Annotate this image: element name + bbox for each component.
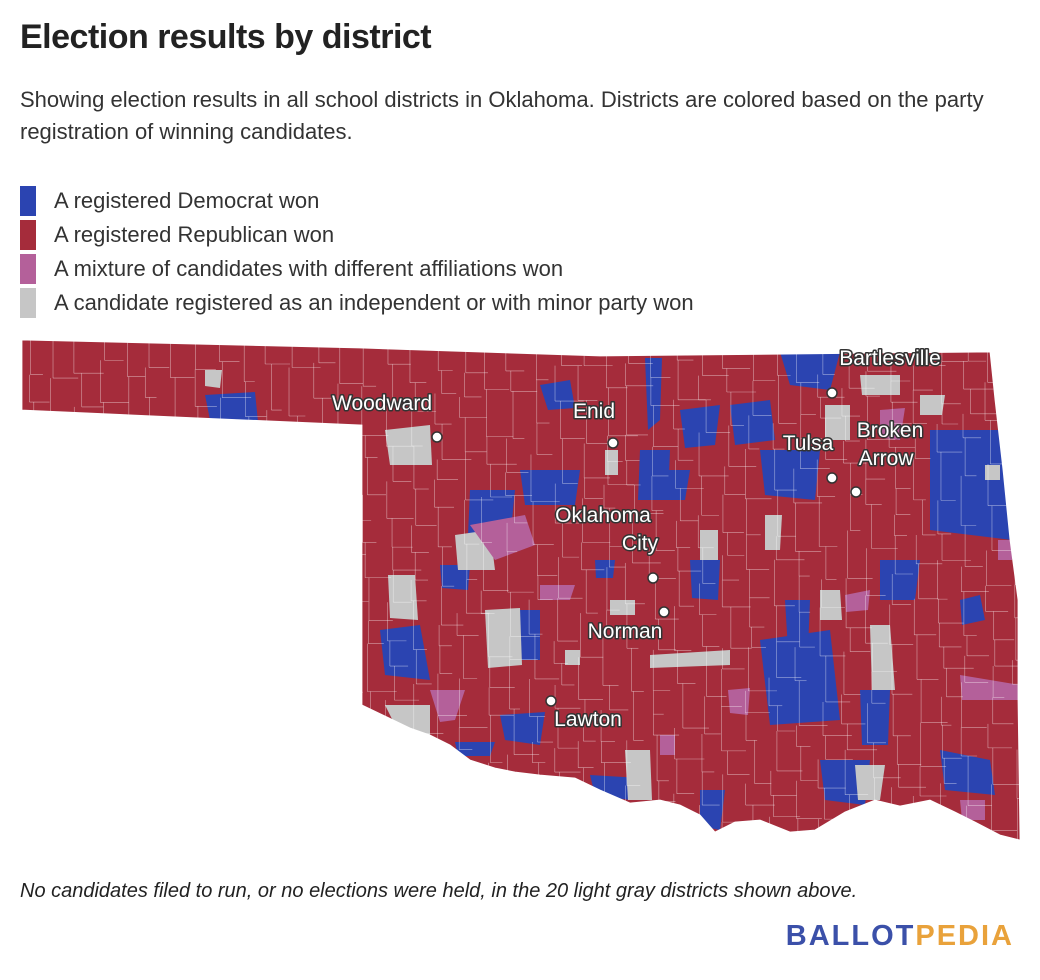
district bbox=[440, 565, 470, 590]
city-dot bbox=[658, 606, 670, 618]
district bbox=[860, 375, 900, 395]
district bbox=[540, 585, 575, 600]
district bbox=[825, 405, 850, 440]
legend-label: A registered Republican won bbox=[54, 222, 335, 247]
district bbox=[520, 470, 580, 505]
state-outline bbox=[21, 339, 1021, 841]
district bbox=[960, 800, 985, 820]
district bbox=[855, 765, 885, 800]
district bbox=[430, 690, 465, 722]
district bbox=[930, 430, 1012, 540]
district bbox=[455, 742, 495, 756]
city-label: Woodward bbox=[332, 392, 432, 415]
map: Woodward Enid Bartlesville Tulsa Broken Arrow… bbox=[21, 339, 1021, 841]
legend: A registered Democrat won A registered Re… bbox=[20, 184, 694, 320]
district bbox=[595, 560, 615, 578]
city-dot bbox=[607, 437, 619, 449]
district bbox=[985, 465, 1000, 480]
district bbox=[660, 735, 675, 755]
footnote: No candidates filed to run, or no electi… bbox=[20, 880, 858, 902]
city-dot bbox=[850, 486, 862, 498]
district bbox=[520, 610, 540, 660]
district bbox=[540, 380, 575, 410]
district bbox=[700, 790, 725, 830]
legend-item: A registered Democrat won bbox=[20, 184, 694, 218]
legend-swatch bbox=[20, 288, 36, 318]
district bbox=[940, 750, 995, 795]
legend-item: A registered Republican won bbox=[20, 218, 694, 252]
district bbox=[820, 590, 842, 620]
district bbox=[760, 450, 820, 500]
district bbox=[880, 560, 920, 600]
city-label: Oklahoma City bbox=[555, 504, 658, 555]
district bbox=[960, 675, 1020, 700]
district bbox=[388, 575, 418, 620]
district bbox=[690, 560, 720, 600]
legend-swatch bbox=[20, 220, 36, 250]
district bbox=[205, 392, 258, 422]
city-dot bbox=[826, 472, 838, 484]
district bbox=[485, 608, 522, 668]
district bbox=[680, 405, 720, 448]
logo-part: BALLOT bbox=[785, 920, 916, 952]
district bbox=[625, 750, 652, 800]
legend-label: A registered Democrat won bbox=[54, 188, 320, 213]
city-dot bbox=[431, 431, 443, 443]
logo: BALLOTPEDIA bbox=[786, 920, 1014, 953]
district bbox=[870, 625, 895, 690]
logo-part: PEDIA bbox=[915, 920, 1014, 952]
city-dot bbox=[826, 387, 838, 399]
city-label: Enid bbox=[573, 400, 615, 423]
district bbox=[700, 530, 718, 560]
district bbox=[845, 590, 870, 612]
district bbox=[920, 395, 945, 415]
district bbox=[998, 540, 1012, 560]
city-dot bbox=[545, 695, 557, 707]
city-dot bbox=[647, 572, 659, 584]
legend-item: A candidate registered as an independent… bbox=[20, 286, 694, 320]
city-label: Lawton bbox=[554, 708, 622, 731]
district bbox=[765, 515, 782, 550]
district bbox=[960, 595, 985, 625]
district bbox=[610, 600, 635, 615]
city-label: Norman bbox=[588, 620, 663, 643]
district bbox=[650, 650, 730, 668]
district bbox=[565, 650, 580, 665]
legend-item: A mixture of candidates with different a… bbox=[20, 252, 694, 286]
district bbox=[780, 352, 840, 390]
district bbox=[730, 400, 775, 445]
district bbox=[880, 408, 905, 440]
district bbox=[605, 450, 618, 475]
district bbox=[728, 688, 750, 715]
district bbox=[500, 712, 545, 745]
legend-label: A candidate registered as an independent… bbox=[54, 290, 694, 315]
district bbox=[785, 600, 810, 650]
city-label: Bartlesville bbox=[839, 347, 941, 370]
district bbox=[860, 690, 890, 745]
district bbox=[470, 515, 535, 560]
title: Election results by district bbox=[20, 18, 432, 56]
district bbox=[645, 358, 662, 430]
district bbox=[385, 425, 432, 465]
district bbox=[385, 705, 430, 738]
legend-label: A mixture of candidates with different a… bbox=[54, 256, 564, 281]
legend-swatch bbox=[20, 186, 36, 216]
district bbox=[655, 470, 690, 500]
district bbox=[205, 370, 222, 388]
city-label: Tulsa bbox=[783, 432, 834, 455]
legend-swatch bbox=[20, 254, 36, 284]
subtitle: Showing election results in all school d… bbox=[20, 87, 984, 144]
city-label: Broken Arrow bbox=[857, 419, 924, 470]
